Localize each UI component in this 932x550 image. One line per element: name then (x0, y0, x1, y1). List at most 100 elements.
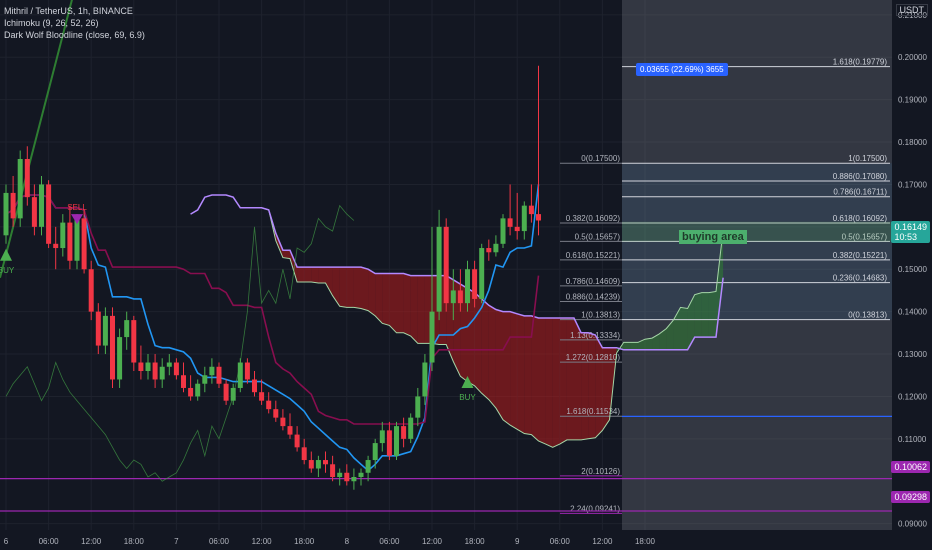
fib-ext-label: 1.618(0.11534) (566, 407, 620, 416)
symbol-title: Mithril / TetherUS, 1h, BINANCE (4, 6, 133, 16)
candle-body (287, 426, 293, 435)
cloud-segment (588, 332, 596, 439)
cloud-segment (417, 275, 425, 344)
cloud-segment (694, 292, 702, 338)
cloud-segment (325, 267, 333, 296)
fib-ext-label: 0.5(0.15657) (575, 232, 621, 241)
level-tag-lower: 0.09298 (891, 491, 930, 503)
candle-body (102, 315, 108, 346)
signals: SELL BUY BUY (0, 203, 476, 402)
y-tick-label: 0.15000 (898, 265, 927, 274)
cloud-segment (460, 284, 468, 382)
x-tick-label: 18:00 (294, 537, 315, 546)
candle-body (457, 290, 463, 304)
y-axis: 0.210000.200000.190000.180000.170000.160… (892, 0, 932, 550)
candle-body (429, 311, 435, 363)
fib-ext-label: 1(0.13813) (581, 311, 620, 320)
candle-body (351, 477, 357, 482)
chart-legend: Mithril / TetherUS, 1h, BINANCE Ichimoku… (4, 5, 145, 41)
y-tick-label: 0.11000 (898, 435, 927, 444)
candle-body (173, 362, 179, 376)
candle-body (223, 383, 229, 401)
candle-body (323, 460, 328, 465)
buy-label: BUY (0, 266, 15, 275)
cloud-segment (375, 273, 383, 324)
grid (0, 0, 892, 530)
candle-body (3, 192, 9, 236)
candle-body (415, 396, 421, 418)
cloud-segment (339, 267, 347, 308)
cloud-segment (453, 279, 461, 377)
candle-body (443, 226, 449, 304)
candle-body (465, 269, 470, 304)
candle-body (479, 248, 485, 299)
x-tick-label: 18:00 (124, 537, 145, 546)
candle-body (166, 362, 172, 367)
candle-body (259, 392, 265, 401)
indicator-lines (0, 0, 724, 482)
y-axis-bg (892, 0, 932, 550)
cloud-segment (595, 334, 603, 438)
candle-body (195, 383, 201, 397)
x-tick-label: 06:00 (550, 537, 571, 546)
cloud-segment (318, 267, 326, 284)
candle-body (408, 417, 414, 439)
x-tick-label: 12:00 (252, 537, 273, 546)
candle-body (450, 290, 456, 304)
cloud-segment (659, 328, 667, 350)
y-tick-label: 0.18000 (898, 138, 927, 147)
candle-body (528, 205, 534, 215)
cloud-segment (304, 267, 312, 282)
cloud-segment (311, 267, 319, 284)
chikou-span (5, 204, 355, 482)
cloud-segment (410, 275, 418, 344)
cloud-segment (389, 273, 397, 333)
x-tick-label: 06:00 (209, 537, 230, 546)
candle-body (365, 460, 371, 473)
candle-body (514, 226, 520, 232)
cloud-segment (602, 347, 610, 431)
fib-label: 0.236(0.14683) (833, 274, 888, 283)
cloud-segment (545, 318, 553, 448)
cloud-segment (495, 309, 503, 420)
candle-body (273, 409, 279, 418)
x-tick-label: 06:00 (379, 537, 400, 546)
candle-body (17, 159, 23, 219)
y-tick-label: 0.14000 (898, 308, 927, 317)
last-price-countdown: 10:53 (894, 232, 917, 242)
sell-label: SELL (67, 203, 87, 212)
kijun-line (5, 194, 540, 425)
candle-body (124, 320, 130, 338)
candle-body (500, 218, 506, 244)
x-tick-label: 06:00 (39, 537, 60, 546)
candle-body (493, 243, 499, 253)
cloud-segment (552, 318, 560, 448)
unit-badge[interactable]: USDT (895, 4, 928, 16)
cloud-segment (687, 294, 695, 350)
fib-label: 0.786(0.16711) (833, 188, 887, 197)
candle-body (315, 460, 321, 469)
cloud-segment (290, 250, 298, 282)
candle-body (237, 362, 243, 388)
cloud-segment (346, 267, 354, 308)
cloud-segment (666, 320, 674, 350)
candle-body (372, 443, 378, 461)
buying-zone (622, 221, 892, 242)
candle-body (401, 426, 407, 439)
candle-body (294, 434, 300, 448)
cloud-segment (574, 318, 582, 440)
cloud-segment (531, 315, 539, 441)
candle-body (358, 472, 364, 477)
candle-body (60, 222, 66, 249)
fib-label: 0.886(0.17080) (833, 172, 888, 181)
cloud-segment (701, 292, 709, 338)
candle-body (74, 218, 80, 261)
projection-shade (622, 0, 892, 530)
candle-body (394, 426, 399, 456)
cloud-segment (368, 269, 376, 316)
candle-body (507, 218, 513, 227)
cloud-segment (524, 315, 532, 435)
fib-ext-label: 2.24(0.09241) (570, 504, 620, 513)
cloud-segment (673, 307, 681, 350)
